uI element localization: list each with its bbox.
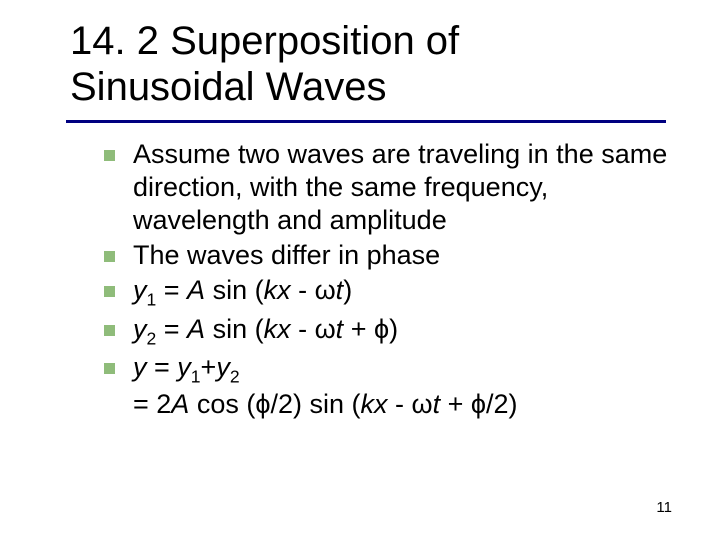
title-underline [66, 120, 666, 123]
list-item: The waves differ in phase [104, 239, 670, 272]
item-text: Assume two waves are traveling in the sa… [133, 138, 670, 237]
list-item: y2 = A sin (kx - ωt + ϕ) [104, 313, 670, 350]
square-bullet-icon [104, 286, 115, 297]
list-item: y1 = A sin (kx - ωt) [104, 274, 670, 311]
square-bullet-icon [104, 363, 115, 374]
item-text: y1 = A sin (kx - ωt) [133, 274, 352, 311]
item-text: y2 = A sin (kx - ωt + ϕ) [133, 313, 398, 350]
square-bullet-icon [104, 325, 115, 336]
square-bullet-icon [104, 251, 115, 262]
title-line-1: 14. 2 Superposition of [70, 19, 459, 63]
square-bullet-icon [104, 150, 115, 161]
list-item: y = y1+y2= 2A cos (ϕ/2) sin (kx - ωt + ϕ… [104, 351, 670, 421]
page-number: 11 [656, 499, 672, 516]
slide: 14. 2 Superposition of Sinusoidal Waves … [0, 0, 720, 540]
list-item: Assume two waves are traveling in the sa… [104, 138, 670, 237]
item-text: The waves differ in phase [133, 239, 440, 272]
title-line-2: Sinusoidal Waves [70, 65, 386, 109]
slide-title: 14. 2 Superposition of Sinusoidal Waves [70, 18, 670, 110]
item-text: y = y1+y2= 2A cos (ϕ/2) sin (kx - ωt + ϕ… [133, 351, 518, 421]
bullet-list: Assume two waves are traveling in the sa… [104, 138, 670, 421]
